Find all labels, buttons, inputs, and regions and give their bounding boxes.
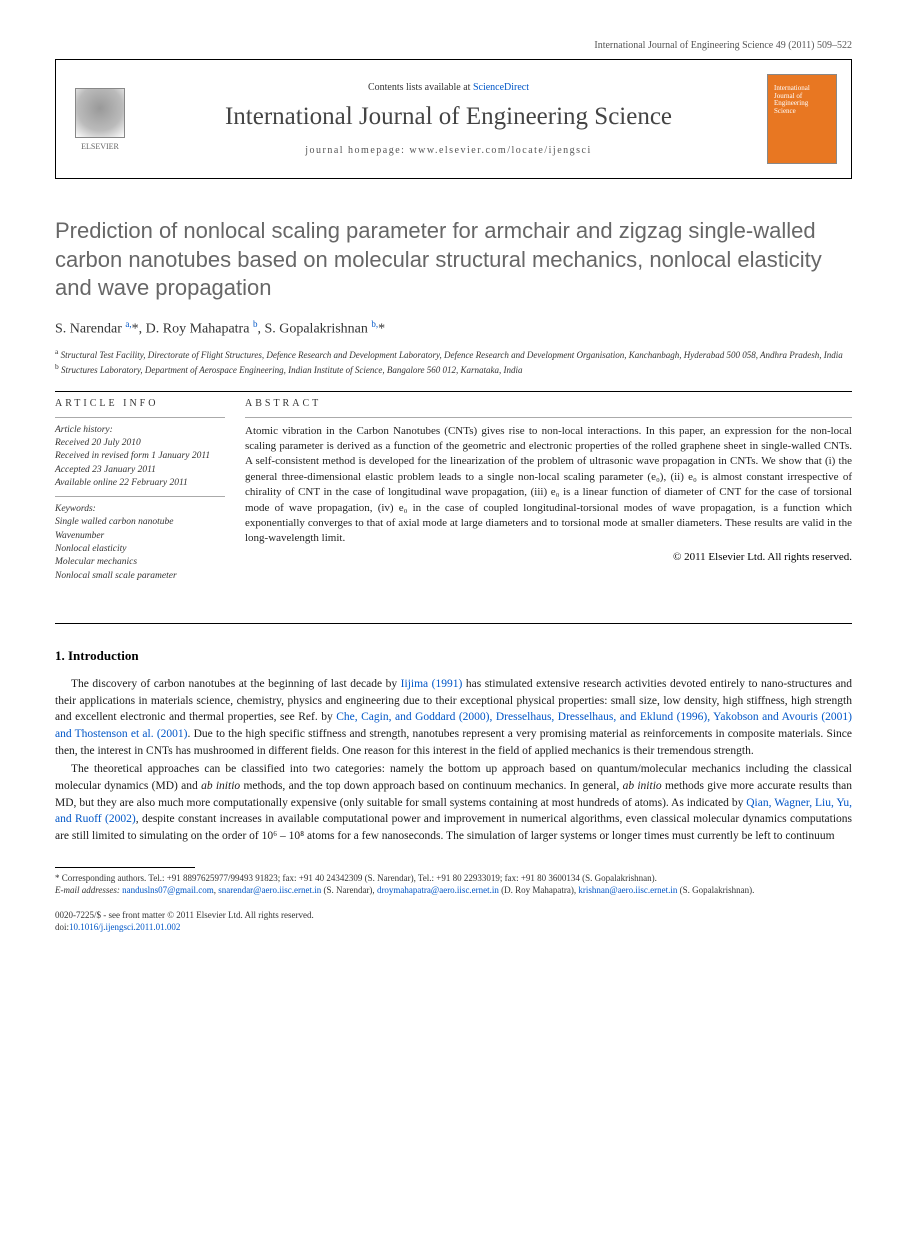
accepted-date: Accepted 23 January 2011 [55, 464, 225, 477]
section-1: 1. Introduction The discovery of carbon … [55, 648, 852, 845]
journal-title: International Journal of Engineering Sci… [130, 103, 767, 131]
email-link[interactable]: krishnan@aero.iisc.ernet.in [578, 885, 677, 895]
abstract-copyright: © 2011 Elsevier Ltd. All rights reserved… [245, 551, 852, 563]
author-list: S. Narendar a,*, D. Roy Mahapatra b, S. … [55, 319, 852, 338]
doi-line: doi:10.1016/j.ijengsci.2011.01.002 [55, 922, 852, 934]
article-info-column: ARTICLE INFO Article history: Received 2… [55, 398, 245, 603]
abstract-text: Atomic vibration in the Carbon Nanotubes… [245, 424, 852, 547]
abstract-head: ABSTRACT [245, 398, 852, 409]
section-heading: 1. Introduction [55, 648, 852, 664]
footnotes: * Corresponding authors. Tel.: +91 88976… [55, 867, 852, 896]
body-text: The discovery of carbon nanotubes at the… [55, 676, 852, 845]
journal-homepage: journal homepage: www.elsevier.com/locat… [130, 145, 767, 156]
affiliations: a Structural Test Facility, Directorate … [55, 347, 852, 376]
elsevier-label: ELSEVIER [81, 142, 119, 151]
contents-available: Contents lists available at ScienceDirec… [130, 82, 767, 93]
journal-cover-thumb: International Journal of Engineering Sci… [767, 74, 837, 164]
corresponding-author-note: * Corresponding authors. Tel.: +91 88976… [55, 872, 852, 884]
cover-text: International Journal of Engineering Sci… [774, 85, 830, 116]
keywords-list: Single walled carbon nanotubeWavenumberN… [55, 516, 225, 582]
issn-line: 0020-7225/$ - see front matter © 2011 El… [55, 910, 852, 922]
email-link[interactable]: nanduslns07@gmail.com [122, 885, 214, 895]
running-head: International Journal of Engineering Sci… [55, 40, 852, 51]
contents-prefix: Contents lists available at [368, 82, 473, 93]
affiliation-b: b Structures Laboratory, Department of A… [55, 362, 852, 377]
received-date: Received 20 July 2010 [55, 437, 225, 450]
abstract-column: ABSTRACT Atomic vibration in the Carbon … [245, 398, 852, 603]
email-label: E-mail addresses: [55, 885, 122, 895]
ref-link[interactable]: Iijima (1991) [401, 678, 463, 690]
keywords-label: Keywords: [55, 503, 225, 516]
doi-link[interactable]: 10.1016/j.ijengsci.2011.01.002 [69, 922, 180, 932]
sciencedirect-link[interactable]: ScienceDirect [473, 82, 529, 93]
online-date: Available online 22 February 2011 [55, 477, 225, 490]
email-addresses: E-mail addresses: nanduslns07@gmail.com,… [55, 884, 852, 896]
revised-date: Received in revised form 1 January 2011 [55, 450, 225, 463]
page-footer: 0020-7225/$ - see front matter © 2011 El… [55, 910, 852, 933]
elsevier-logo: ELSEVIER [70, 88, 130, 151]
email-link[interactable]: snarendar@aero.iisc.ernet.in [218, 885, 321, 895]
article-history: Article history: Received 20 July 2010 R… [55, 424, 225, 583]
paragraph-1: The discovery of carbon nanotubes at the… [55, 676, 852, 759]
article-info-head: ARTICLE INFO [55, 398, 225, 409]
journal-meta-box: ELSEVIER Contents lists available at Sci… [55, 59, 852, 179]
elsevier-tree-icon [75, 88, 125, 138]
article-title: Prediction of nonlocal scaling parameter… [55, 217, 852, 303]
email-link[interactable]: droymahapatra@aero.iisc.ernet.in [377, 885, 499, 895]
meta-center: Contents lists available at ScienceDirec… [130, 82, 767, 156]
history-label: Article history: [55, 424, 225, 437]
divider [55, 391, 852, 392]
affiliation-a: a Structural Test Facility, Directorate … [55, 347, 852, 362]
divider [55, 623, 852, 624]
paragraph-2: The theoretical approaches can be classi… [55, 761, 852, 844]
